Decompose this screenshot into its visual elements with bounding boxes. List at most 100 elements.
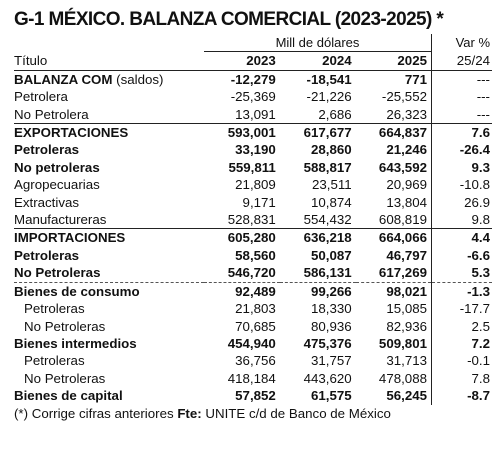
- cell-2024: 588,817: [303, 159, 352, 175]
- row-label: No Petroleras: [24, 370, 106, 386]
- cell-2025: 13,804: [386, 194, 427, 210]
- cell-2025: 56,245: [386, 388, 427, 404]
- cell-2025: 46,797: [386, 247, 427, 263]
- year-2024: 2024: [322, 53, 352, 69]
- cell-2024: 2,686: [318, 106, 352, 122]
- cell-2025: 15,085: [386, 301, 427, 317]
- unit-label: Mill de dólares: [204, 34, 432, 53]
- cell-var: 7.6: [431, 123, 492, 142]
- cell-2024: 50,087: [310, 247, 352, 263]
- cell-var: ---: [431, 105, 492, 124]
- table-row: No Petroleras 546,720 586,131 617,269 5.…: [14, 264, 492, 283]
- cell-2025: 98,021: [355, 281, 432, 301]
- cell-2023: 605,280: [204, 228, 280, 247]
- cell-2024: 554,432: [303, 212, 352, 228]
- row-label: Bienes de consumo: [14, 281, 204, 301]
- column-title: Título: [14, 53, 48, 69]
- cell-2025: 664,066: [355, 228, 432, 247]
- cell-2023: 57,852: [235, 388, 276, 404]
- year-2025: 2025: [397, 53, 427, 69]
- cell-2025: 21,246: [386, 142, 427, 158]
- header-row-unit: Mill de dólares Var %: [14, 34, 492, 53]
- cell-var: ---: [431, 88, 492, 106]
- cell-2023: 418,184: [227, 370, 276, 386]
- cell-2023: 70,685: [235, 318, 276, 334]
- cell-2024: 475,376: [303, 335, 352, 351]
- row-label-rest: (saldos): [112, 71, 164, 87]
- cell-2023: 21,809: [235, 177, 276, 193]
- var-label: Var %: [431, 34, 492, 52]
- row-label: BALANZA COM (saldos): [14, 69, 204, 89]
- var-period: 25/24: [431, 51, 492, 71]
- cell-2024: 99,266: [279, 281, 356, 301]
- row-label: Petroleras: [24, 353, 85, 369]
- cell-var: 7.2: [431, 334, 492, 353]
- cell-2023: 546,720: [227, 265, 276, 281]
- row-label: No petroleras: [14, 159, 100, 175]
- cell-2024: -21,226: [306, 89, 352, 105]
- cell-var: ---: [431, 69, 492, 89]
- cell-2023: 559,811: [228, 159, 276, 175]
- cell-var: -8.7: [431, 387, 492, 405]
- table-row: Bienes de consumo 92,489 99,266 98,021 -…: [14, 281, 492, 301]
- row-label: Petrolera: [14, 89, 68, 105]
- cell-2024: 586,131: [303, 265, 352, 281]
- cell-var: 9.3: [431, 158, 492, 177]
- row-label: Agropecuarias: [14, 177, 100, 193]
- cell-2025: 509,801: [378, 335, 427, 351]
- cell-var: -6.6: [431, 246, 492, 265]
- table-row: No Petroleras 418,184 443,620 478,088 7.…: [14, 369, 492, 388]
- cell-2023: 593,001: [204, 123, 280, 142]
- header-spacer: [14, 34, 204, 52]
- cell-var: -26.4: [431, 141, 492, 159]
- trade-balance-table: Mill de dólares Var % Título 2023 2024 2…: [14, 34, 492, 405]
- cell-2024: 23,511: [311, 177, 352, 193]
- table-row: Petrolera -25,369 -21,226 -25,552 ---: [14, 88, 492, 106]
- row-label: Petroleras: [14, 142, 80, 158]
- cell-var: 9.8: [431, 211, 492, 229]
- table-row: Manufactureras 528,831 554,432 608,819 9…: [14, 211, 492, 229]
- cell-2025: 664,837: [355, 123, 432, 142]
- row-label: Petroleras: [24, 301, 85, 317]
- table-row: Petroleras 21,803 18,330 15,085 -17.7: [14, 300, 492, 318]
- cell-2024: 443,620: [303, 370, 352, 386]
- table-row: Bienes intermedios 454,940 475,376 509,8…: [14, 334, 492, 353]
- cell-2023: 9,171: [242, 194, 276, 210]
- table-row: No petroleras 559,811 588,817 643,592 9.…: [14, 158, 492, 177]
- row-label: Manufactureras: [14, 212, 107, 228]
- year-2023: 2023: [246, 53, 276, 69]
- cell-2023: 92,489: [204, 281, 280, 301]
- cell-2025: 20,969: [386, 177, 427, 193]
- row-label: No Petrolera: [14, 106, 89, 122]
- cell-2024: 617,677: [279, 123, 356, 142]
- cell-2024: 18,330: [310, 301, 352, 317]
- cell-2023: 21,803: [235, 301, 276, 317]
- row-label-bold: BALANZA COM: [14, 71, 113, 87]
- cell-2024: 636,218: [279, 228, 356, 247]
- table-row: IMPORTACIONES 605,280 636,218 664,066 4.…: [14, 228, 492, 247]
- row-label: EXPORTACIONES: [14, 123, 204, 142]
- table-row: Petroleras 33,190 28,860 21,246 -26.4: [14, 141, 492, 159]
- cell-var: -10.8: [431, 176, 492, 194]
- cell-2025: 26,323: [386, 106, 427, 122]
- row-label: No Petroleras: [14, 265, 101, 281]
- cell-var: -17.7: [431, 300, 492, 318]
- cell-var: -1.3: [431, 281, 492, 301]
- table-row: No Petroleras 70,685 80,936 82,936 2.5: [14, 317, 492, 335]
- row-label: Bienes intermedios: [14, 335, 137, 351]
- row-label: IMPORTACIONES: [14, 228, 204, 247]
- source-label: Fte:: [177, 405, 202, 421]
- row-label: Extractivas: [14, 194, 80, 210]
- cell-2023: 528,831: [227, 212, 276, 228]
- cell-var: 2.5: [431, 317, 492, 335]
- cell-2024: 61,575: [310, 388, 352, 404]
- header-row-years: Título 2023 2024 2025 25/24: [14, 51, 492, 71]
- cell-2024: 28,860: [310, 142, 352, 158]
- cell-2023: 58,560: [235, 247, 276, 263]
- cell-2025: 643,592: [378, 159, 427, 175]
- cell-2023: 454,940: [227, 335, 276, 351]
- table-row: Petroleras 36,756 31,757 31,713 -0.1: [14, 352, 492, 370]
- table-row: Petroleras 58,560 50,087 46,797 -6.6: [14, 246, 492, 265]
- table-row: Extractivas 9,171 10,874 13,804 26.9: [14, 193, 492, 212]
